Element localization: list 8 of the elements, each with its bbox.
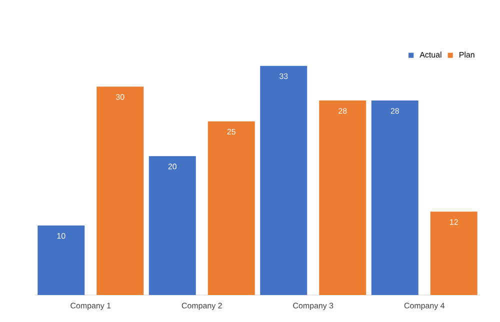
bar: [96, 86, 144, 295]
bar: [148, 156, 196, 295]
bar: [38, 226, 85, 295]
bar: [430, 212, 478, 295]
bar: [371, 100, 418, 295]
bar: [260, 66, 308, 295]
bar: [319, 100, 366, 295]
bar: [208, 121, 255, 295]
